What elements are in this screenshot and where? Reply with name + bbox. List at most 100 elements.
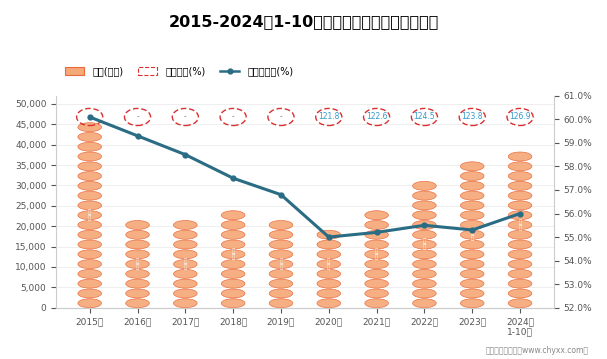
Ellipse shape bbox=[413, 191, 436, 200]
Text: 负
债: 负 债 bbox=[231, 248, 235, 260]
Ellipse shape bbox=[78, 181, 101, 190]
Ellipse shape bbox=[317, 240, 341, 249]
Ellipse shape bbox=[269, 230, 293, 239]
Ellipse shape bbox=[461, 260, 484, 269]
Text: 负
债: 负 债 bbox=[279, 258, 283, 270]
Ellipse shape bbox=[461, 181, 484, 190]
Ellipse shape bbox=[317, 260, 341, 269]
Text: 122.6: 122.6 bbox=[366, 112, 387, 121]
Ellipse shape bbox=[222, 230, 245, 239]
Ellipse shape bbox=[508, 269, 532, 278]
Ellipse shape bbox=[269, 269, 293, 278]
Ellipse shape bbox=[78, 211, 101, 220]
Ellipse shape bbox=[365, 220, 388, 229]
Ellipse shape bbox=[174, 230, 197, 239]
Ellipse shape bbox=[413, 260, 436, 269]
Ellipse shape bbox=[317, 250, 341, 259]
Ellipse shape bbox=[413, 230, 436, 239]
Ellipse shape bbox=[508, 289, 532, 298]
Text: -: - bbox=[89, 112, 91, 121]
Ellipse shape bbox=[126, 220, 149, 229]
Ellipse shape bbox=[461, 289, 484, 298]
Ellipse shape bbox=[317, 289, 341, 298]
Ellipse shape bbox=[413, 289, 436, 298]
Ellipse shape bbox=[508, 240, 532, 249]
Ellipse shape bbox=[78, 269, 101, 278]
Ellipse shape bbox=[365, 230, 388, 239]
Ellipse shape bbox=[126, 279, 149, 288]
Ellipse shape bbox=[508, 211, 532, 220]
Ellipse shape bbox=[317, 269, 341, 278]
Text: 负
债: 负 债 bbox=[136, 258, 139, 270]
Ellipse shape bbox=[222, 299, 245, 308]
Ellipse shape bbox=[508, 250, 532, 259]
Ellipse shape bbox=[269, 279, 293, 288]
Ellipse shape bbox=[508, 260, 532, 269]
Ellipse shape bbox=[461, 269, 484, 278]
Ellipse shape bbox=[461, 201, 484, 210]
Ellipse shape bbox=[78, 123, 101, 132]
Ellipse shape bbox=[365, 260, 388, 269]
Ellipse shape bbox=[413, 269, 436, 278]
Ellipse shape bbox=[222, 289, 245, 298]
Ellipse shape bbox=[508, 201, 532, 210]
Ellipse shape bbox=[461, 211, 484, 220]
Text: 负
债: 负 债 bbox=[184, 258, 187, 270]
Ellipse shape bbox=[461, 162, 484, 171]
Ellipse shape bbox=[78, 299, 101, 308]
Ellipse shape bbox=[461, 250, 484, 259]
Ellipse shape bbox=[126, 260, 149, 269]
Text: 负
债: 负 债 bbox=[88, 209, 91, 221]
Ellipse shape bbox=[413, 220, 436, 229]
Ellipse shape bbox=[269, 299, 293, 308]
Ellipse shape bbox=[269, 250, 293, 259]
Text: 负
债: 负 债 bbox=[327, 258, 330, 270]
Ellipse shape bbox=[126, 289, 149, 298]
Ellipse shape bbox=[269, 240, 293, 249]
Ellipse shape bbox=[508, 181, 532, 190]
Ellipse shape bbox=[126, 269, 149, 278]
Ellipse shape bbox=[126, 240, 149, 249]
Legend: 负债(亿元), 产权比率(%), 资产负债率(%): 负债(亿元), 产权比率(%), 资产负债率(%) bbox=[61, 62, 297, 80]
Ellipse shape bbox=[126, 250, 149, 259]
Ellipse shape bbox=[269, 220, 293, 229]
Ellipse shape bbox=[413, 201, 436, 210]
Ellipse shape bbox=[174, 279, 197, 288]
Ellipse shape bbox=[365, 299, 388, 308]
Text: -: - bbox=[280, 112, 282, 121]
Text: 2015-2024年1-10月四川省工业企业负债统计图: 2015-2024年1-10月四川省工业企业负债统计图 bbox=[168, 14, 439, 29]
Ellipse shape bbox=[174, 269, 197, 278]
Ellipse shape bbox=[461, 299, 484, 308]
Ellipse shape bbox=[222, 279, 245, 288]
Ellipse shape bbox=[461, 279, 484, 288]
Text: -: - bbox=[136, 112, 139, 121]
Ellipse shape bbox=[508, 230, 532, 239]
Ellipse shape bbox=[222, 260, 245, 269]
Ellipse shape bbox=[461, 220, 484, 229]
Ellipse shape bbox=[78, 279, 101, 288]
Text: -: - bbox=[232, 112, 234, 121]
Text: 负
债: 负 债 bbox=[518, 219, 521, 231]
Text: 121.8: 121.8 bbox=[318, 112, 339, 121]
Ellipse shape bbox=[365, 269, 388, 278]
Ellipse shape bbox=[508, 152, 532, 161]
Ellipse shape bbox=[508, 172, 532, 181]
Ellipse shape bbox=[508, 191, 532, 200]
Ellipse shape bbox=[317, 299, 341, 308]
Ellipse shape bbox=[365, 279, 388, 288]
Ellipse shape bbox=[365, 250, 388, 259]
Ellipse shape bbox=[317, 230, 341, 239]
Ellipse shape bbox=[508, 299, 532, 308]
Text: 124.5: 124.5 bbox=[413, 112, 435, 121]
Ellipse shape bbox=[78, 220, 101, 229]
Text: -: - bbox=[184, 112, 187, 121]
Ellipse shape bbox=[222, 211, 245, 220]
Ellipse shape bbox=[413, 211, 436, 220]
Ellipse shape bbox=[78, 191, 101, 200]
Ellipse shape bbox=[174, 240, 197, 249]
Ellipse shape bbox=[461, 172, 484, 181]
Ellipse shape bbox=[174, 250, 197, 259]
Ellipse shape bbox=[508, 162, 532, 171]
Ellipse shape bbox=[78, 260, 101, 269]
Ellipse shape bbox=[222, 240, 245, 249]
